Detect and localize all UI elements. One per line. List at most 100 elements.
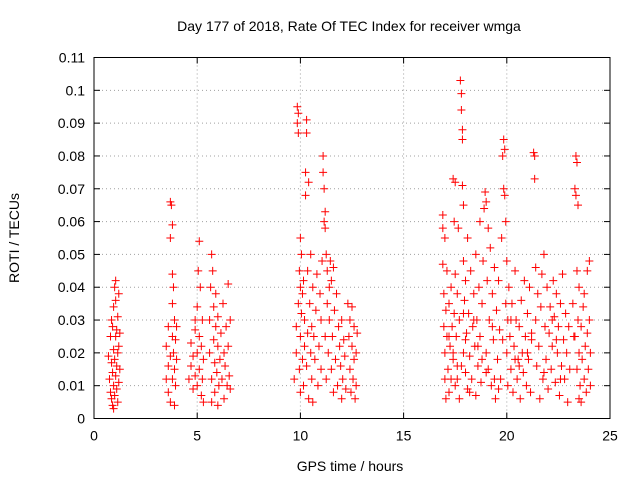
- data-point: [537, 270, 546, 279]
- data-point: [448, 322, 457, 331]
- data-point: [110, 355, 119, 364]
- data-point: [316, 289, 325, 298]
- data-point: [341, 384, 350, 393]
- data-point: [348, 342, 356, 351]
- data-point: [457, 361, 466, 370]
- data-point: [304, 178, 313, 187]
- data-point: [109, 302, 118, 311]
- data-point: [575, 283, 584, 292]
- data-point: [168, 220, 177, 229]
- data-point: [162, 342, 171, 351]
- data-point: [483, 276, 492, 285]
- data-point: [187, 339, 196, 348]
- data-point: [450, 309, 459, 318]
- data-point: [224, 342, 233, 351]
- data-point: [453, 375, 462, 384]
- data-point: [497, 234, 506, 242]
- data-point: [490, 263, 499, 272]
- data-point: [488, 289, 497, 298]
- data-point: [327, 276, 336, 285]
- data-point: [564, 322, 573, 331]
- data-point: [199, 355, 208, 364]
- data-point: [209, 302, 218, 311]
- data-point: [502, 348, 511, 357]
- data-point: [199, 398, 208, 407]
- x-tick-label: 5: [193, 428, 201, 444]
- data-point: [301, 191, 310, 200]
- data-point: [171, 335, 180, 344]
- data-point: [500, 145, 509, 154]
- data-point: [529, 148, 538, 157]
- y-tick-label: 0.05: [58, 246, 85, 262]
- data-point: [456, 76, 465, 85]
- data-point: [465, 388, 474, 397]
- data-point: [295, 365, 304, 374]
- data-point: [536, 302, 545, 311]
- data-point: [329, 263, 338, 272]
- data-point: [307, 375, 316, 384]
- data-point: [337, 316, 346, 325]
- data-point: [469, 289, 478, 298]
- data-point: [343, 299, 352, 308]
- data-point: [170, 401, 179, 410]
- x-axis-label: GPS time / hours: [297, 458, 404, 474]
- data-point: [299, 381, 308, 390]
- data-point: [440, 348, 449, 357]
- data-point: [296, 332, 305, 341]
- data-point: [295, 266, 304, 275]
- data-point: [452, 332, 461, 341]
- data-point: [449, 174, 458, 183]
- data-point: [168, 270, 177, 279]
- data-point: [350, 322, 359, 331]
- data-point: [575, 348, 584, 357]
- data-point: [319, 168, 328, 177]
- data-point: [546, 302, 555, 311]
- x-tick-label: 15: [396, 428, 412, 444]
- data-point: [580, 375, 589, 384]
- data-point: [473, 361, 482, 370]
- data-point: [220, 394, 229, 403]
- data-point: [114, 378, 123, 387]
- data-point: [111, 332, 120, 341]
- data-point: [586, 348, 595, 357]
- data-point: [214, 381, 223, 390]
- data-point: [296, 234, 305, 242]
- data-point: [216, 329, 225, 338]
- data-point: [292, 322, 301, 331]
- data-point: [197, 391, 206, 400]
- data-point: [538, 375, 547, 384]
- data-point: [489, 335, 498, 344]
- data-point: [328, 332, 337, 341]
- chart-title: Day 177 of 2018, Rate Of TEC Index for r…: [177, 18, 521, 34]
- data-point: [318, 256, 327, 265]
- data-point: [503, 381, 512, 390]
- data-point: [558, 270, 567, 279]
- data-point: [502, 256, 511, 265]
- data-point: [164, 322, 173, 331]
- data-point: [547, 365, 556, 374]
- data-point: [461, 276, 470, 285]
- data-point: [438, 211, 447, 220]
- data-point: [531, 316, 540, 325]
- data-point: [352, 381, 361, 390]
- data-point: [170, 316, 179, 325]
- data-point: [481, 188, 490, 197]
- data-point: [572, 158, 581, 167]
- data-point: [585, 256, 594, 265]
- data-point: [333, 381, 342, 390]
- data-point: [337, 394, 346, 403]
- data-point: [446, 342, 455, 351]
- data-point: [226, 384, 235, 393]
- data-point: [494, 276, 503, 285]
- data-point: [583, 266, 592, 275]
- data-point: [212, 368, 221, 377]
- y-axis-label: ROTI / TECUs: [6, 193, 22, 283]
- data-point: [106, 388, 115, 397]
- data-point: [545, 329, 554, 338]
- axis-ticks: 0 0.01 0.02 0.03 0.04 0.05 0.06 0.07 0.08 0.09 0.1…: [58, 50, 618, 444]
- data-point: [441, 306, 450, 315]
- data-point: [517, 296, 526, 305]
- data-point: [554, 322, 563, 331]
- data-point: [338, 375, 347, 384]
- data-point: [306, 250, 315, 259]
